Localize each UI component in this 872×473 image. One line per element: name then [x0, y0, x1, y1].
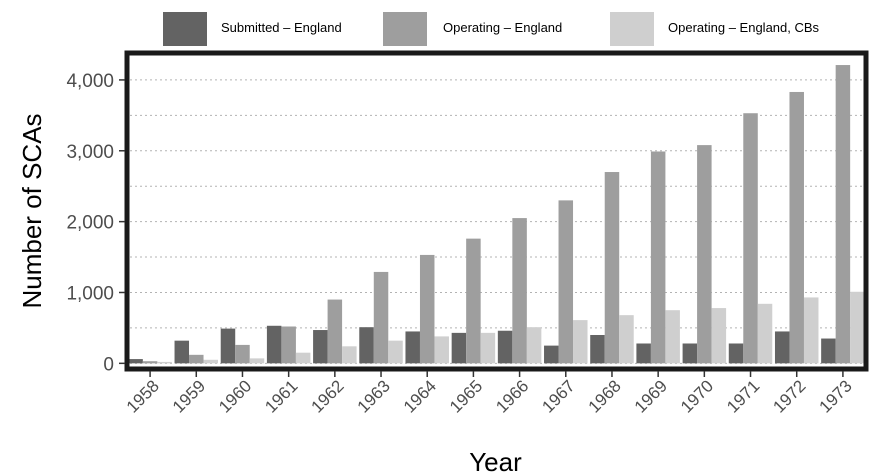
- bar: [327, 299, 343, 364]
- bar: [313, 330, 328, 364]
- bar: [388, 340, 403, 364]
- x-tick-label: 1971: [723, 376, 763, 416]
- bar: [373, 271, 389, 364]
- bar: [697, 145, 712, 364]
- legend-key: [163, 12, 207, 46]
- y-axis: 0 1,000 2,000 3,000 4,000: [66, 71, 125, 375]
- bar: [711, 308, 727, 364]
- bar: [650, 151, 666, 364]
- legend-key: [610, 12, 654, 46]
- legend-label: Operating – England, CBs: [668, 20, 820, 35]
- bar: [342, 346, 357, 364]
- bar: [220, 328, 236, 364]
- x-tick-label: 1961: [261, 376, 301, 416]
- bar: [619, 315, 634, 364]
- bar: [665, 310, 680, 364]
- bar: [835, 65, 851, 364]
- bar: [266, 325, 282, 364]
- bar: [821, 338, 836, 364]
- gridlines: [130, 79, 863, 364]
- x-tick-label: 1972: [769, 376, 809, 416]
- x-tick-label: 1962: [307, 376, 347, 416]
- x-tick-label: 1970: [677, 376, 717, 416]
- bar: [590, 334, 605, 364]
- x-tick-label: 1959: [169, 376, 209, 416]
- bar: [295, 352, 311, 364]
- y-tick-label: 2,000: [66, 213, 114, 234]
- bar: [203, 359, 219, 364]
- bar: [558, 200, 574, 364]
- bar: [281, 326, 296, 364]
- bar: [405, 331, 420, 364]
- bar: [480, 332, 496, 364]
- x-tick-label: 1958: [123, 376, 163, 416]
- bar: [497, 330, 513, 364]
- bar: [512, 218, 527, 364]
- bar: [682, 343, 698, 364]
- y-tick-label: 0: [103, 354, 114, 375]
- bar: [544, 345, 559, 364]
- bar: [526, 327, 542, 364]
- bar: [573, 320, 588, 364]
- x-tick-label: 1969: [631, 376, 671, 416]
- bar: [235, 344, 250, 364]
- bar: [189, 354, 204, 364]
- x-tick-label: 1968: [585, 376, 625, 416]
- bar: [174, 340, 190, 364]
- bar: [434, 336, 449, 364]
- bar: [142, 361, 158, 364]
- x-tick-label: 1973: [816, 376, 856, 416]
- bar: [743, 113, 758, 364]
- x-axis-title: Year: [469, 447, 522, 473]
- bar: [451, 332, 467, 364]
- bar: [359, 327, 374, 364]
- x-axis: 1958 1959 1960 1961 1962 1963 1964 1965 1966 1967…: [123, 371, 856, 417]
- x-tick-label: 1967: [538, 376, 578, 416]
- bar: [757, 303, 773, 364]
- bars: [128, 65, 865, 364]
- bar: [774, 331, 790, 364]
- x-tick-label: 1960: [215, 376, 255, 416]
- x-tick-label: 1964: [400, 376, 440, 416]
- bar: [604, 172, 620, 364]
- bar: [789, 91, 804, 364]
- y-tick-label: 3,000: [66, 142, 114, 163]
- bar: [157, 361, 172, 364]
- bar: [249, 358, 265, 364]
- bar: [466, 238, 481, 364]
- bar: [128, 359, 143, 364]
- plot-frame: [124, 50, 869, 372]
- legend-label: Submitted – England: [221, 20, 342, 35]
- x-tick-label: 1963: [354, 376, 394, 416]
- bar: [850, 291, 865, 364]
- y-axis-title: Number of SCAs: [17, 113, 47, 308]
- bar: [803, 297, 819, 364]
- bar: [728, 343, 744, 364]
- bar: [419, 254, 435, 364]
- x-tick-label: 1966: [492, 376, 532, 416]
- y-tick-label: 1,000: [66, 283, 114, 304]
- legend: Submitted – England Operating – England Op…: [163, 12, 820, 46]
- legend-key: [383, 12, 427, 46]
- x-tick-label: 1965: [446, 376, 486, 416]
- bar: [636, 343, 651, 364]
- legend-label: Operating – England: [443, 20, 562, 35]
- y-tick-label: 4,000: [66, 71, 114, 92]
